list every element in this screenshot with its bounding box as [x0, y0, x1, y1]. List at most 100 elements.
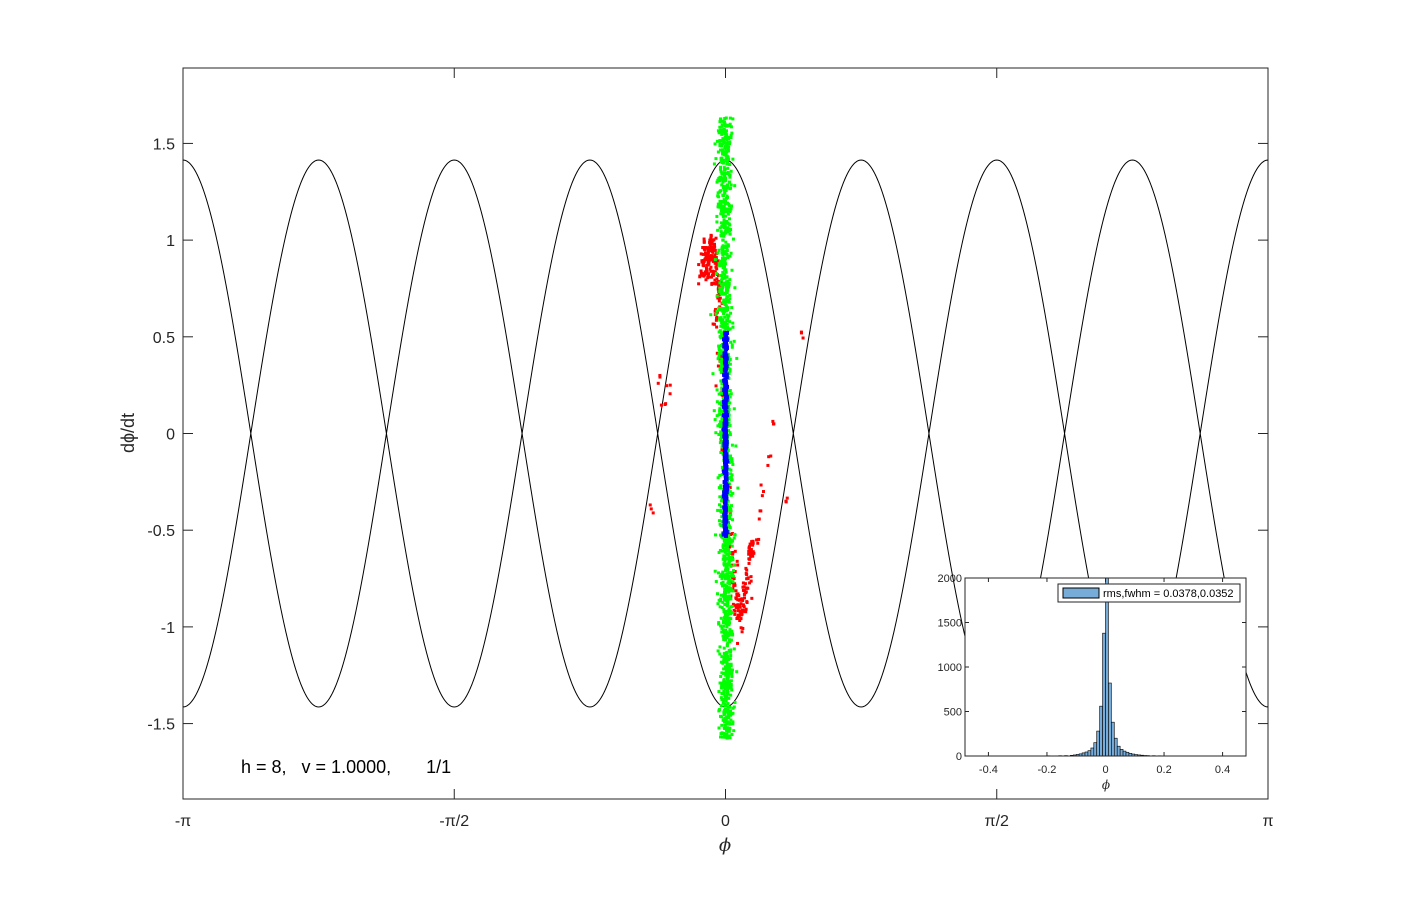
green-point	[721, 325, 725, 329]
main-axes: -π -π/2 0 π/2 π 1.5 1 0.5 0 -0.5 -1 -1.5 ϕ dϕ/dt h…	[118, 67, 1274, 856]
green-point	[730, 712, 734, 716]
red-point	[741, 608, 745, 612]
histogram-bar	[1102, 632, 1106, 757]
green-point	[731, 518, 735, 522]
green-point	[723, 598, 727, 602]
green-point	[723, 146, 727, 150]
green-point	[726, 705, 730, 709]
red-point	[702, 240, 706, 244]
inset-legend-swatch	[1062, 587, 1100, 599]
green-point	[727, 418, 731, 422]
green-point	[725, 722, 729, 726]
red-point	[727, 532, 731, 536]
green-point	[722, 726, 726, 730]
red-point	[714, 384, 718, 388]
green-point	[727, 734, 731, 738]
green-point	[719, 696, 723, 700]
green-point	[723, 117, 727, 121]
green-point	[723, 723, 727, 727]
green-point	[720, 417, 724, 421]
green-point	[727, 590, 731, 594]
red-point	[714, 255, 718, 259]
green-point	[722, 272, 726, 276]
y-tick-label: -1	[161, 620, 175, 637]
green-point	[727, 507, 731, 511]
green-point	[722, 128, 726, 132]
red-point	[714, 265, 718, 269]
green-point	[718, 605, 722, 609]
green-point	[715, 309, 719, 313]
x-tick-label: -π/2	[439, 813, 469, 830]
blue-point	[723, 402, 728, 407]
red-point	[741, 603, 745, 607]
green-point	[731, 491, 735, 495]
green-point	[721, 570, 725, 574]
green-point	[721, 259, 725, 263]
blue-point	[723, 431, 728, 436]
red-point	[715, 267, 719, 271]
green-point	[721, 161, 725, 165]
green-point	[726, 729, 730, 733]
red-point	[801, 336, 805, 340]
green-point	[725, 313, 729, 317]
red-point	[751, 541, 755, 545]
green-point	[722, 734, 726, 738]
green-point	[720, 245, 724, 249]
red-point	[702, 264, 706, 268]
red-point	[744, 610, 748, 614]
red-point	[697, 263, 701, 267]
y-tick-label: 1	[166, 233, 175, 250]
green-point	[723, 632, 727, 636]
red-point	[704, 246, 708, 250]
red-point	[739, 617, 743, 621]
green-point	[721, 546, 725, 550]
red-point	[736, 613, 740, 617]
green-point	[732, 569, 736, 573]
green-point	[724, 240, 728, 244]
green-point	[722, 658, 726, 662]
green-point	[720, 183, 724, 187]
green-point	[724, 673, 728, 677]
red-point	[744, 572, 748, 576]
green-point	[725, 282, 729, 286]
green-point	[719, 704, 723, 708]
green-point	[717, 621, 721, 625]
red-point	[757, 517, 761, 521]
inset-x-tick-labels: -0.4 -0.2 0 0.2 0.4	[979, 764, 1230, 776]
green-point	[716, 191, 720, 195]
green-point	[717, 622, 721, 626]
blue-point	[723, 514, 728, 519]
green-point	[733, 286, 737, 290]
green-point	[722, 555, 726, 559]
green-point	[727, 404, 731, 408]
green-point	[723, 315, 727, 319]
red-point	[732, 603, 736, 607]
green-point	[720, 630, 724, 634]
blue-point	[724, 455, 729, 460]
red-point	[735, 594, 739, 598]
red-point	[715, 351, 719, 355]
histogram-bar	[1125, 751, 1130, 757]
blue-point	[723, 465, 728, 470]
green-point	[729, 183, 733, 187]
green-point	[730, 629, 734, 633]
inset-x-tick-label: 0.2	[1156, 764, 1171, 776]
green-point	[727, 327, 731, 331]
main-x-axis-label: ϕ	[719, 835, 731, 856]
green-point	[731, 237, 735, 241]
green-point	[724, 245, 728, 249]
green-point	[728, 671, 732, 675]
green-point	[724, 116, 728, 120]
green-point	[724, 129, 728, 133]
red-point	[741, 588, 745, 592]
red-point	[704, 278, 708, 282]
green-point	[725, 652, 729, 656]
green-point	[721, 701, 725, 705]
green-point	[729, 693, 733, 697]
red-point	[771, 419, 775, 423]
green-point	[731, 558, 735, 562]
red-point	[748, 581, 752, 585]
green-point	[722, 234, 726, 238]
blue-point	[723, 480, 728, 485]
